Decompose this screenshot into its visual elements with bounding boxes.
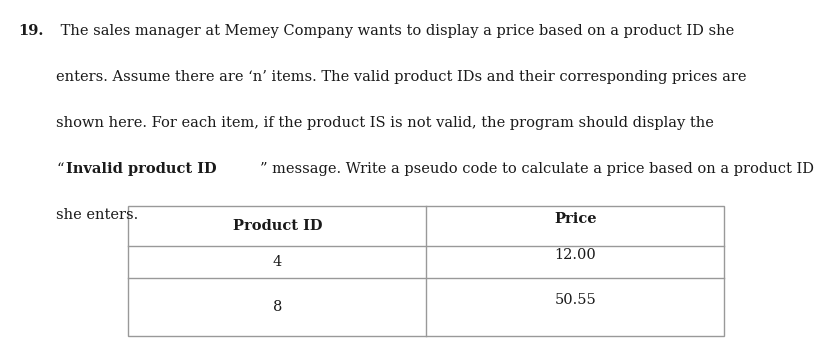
Text: she enters.: she enters. <box>56 208 138 222</box>
Text: ” message. Write a pseudo code to calculate a price based on a product ID: ” message. Write a pseudo code to calcul… <box>260 162 813 176</box>
Text: 8: 8 <box>272 300 282 314</box>
Text: shown here. For each item, if the product IS is not valid, the program should di: shown here. For each item, if the produc… <box>56 116 714 130</box>
Text: Product ID: Product ID <box>232 219 322 233</box>
Bar <box>128 206 724 336</box>
Text: The sales manager at Memey Company wants to display a price based on a product I: The sales manager at Memey Company wants… <box>56 24 734 38</box>
Text: “: “ <box>56 162 64 176</box>
Text: 12.00: 12.00 <box>554 248 595 262</box>
Text: 50.55: 50.55 <box>554 293 595 307</box>
Text: 19.: 19. <box>18 24 44 38</box>
Text: 4: 4 <box>272 255 282 269</box>
Text: Price: Price <box>553 212 596 226</box>
Text: Invalid product ID: Invalid product ID <box>66 162 217 176</box>
Text: enters. Assume there are ‘n’ items. The valid product IDs and their correspondin: enters. Assume there are ‘n’ items. The … <box>56 70 746 84</box>
